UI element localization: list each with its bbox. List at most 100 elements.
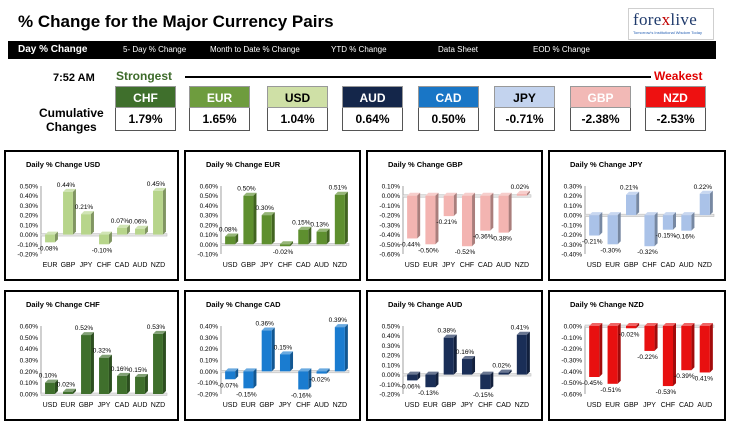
y-tick-label: 0.00% (200, 369, 219, 376)
y-tick-label: -0.20% (379, 392, 400, 399)
page-title: % Change for the Major Currency Pairs (18, 12, 334, 31)
bar-side-face (435, 192, 439, 245)
y-tick-label: 0.00% (20, 232, 39, 239)
currency-tile-usd: USD 1.04% (267, 86, 328, 131)
data-label: 0.39% (329, 317, 348, 324)
bar-side-face (472, 356, 476, 375)
chart-nzd: Daily % Change NZD 0.00% -0.10% -0.20% -0.30… (561, 300, 715, 409)
tab-eod-change[interactable]: EOD % Change (533, 45, 590, 54)
category-label: NZD (515, 262, 529, 269)
bar-side-face (235, 233, 239, 245)
data-label: 0.07% (111, 218, 130, 225)
data-label: 0.52% (75, 325, 94, 332)
category-label: AUD (314, 402, 329, 409)
bar (498, 372, 509, 375)
bar-top-face (607, 323, 621, 326)
bar (681, 215, 692, 231)
bar (243, 371, 254, 389)
y-tick-label: -0.40% (561, 252, 582, 259)
bar (261, 330, 272, 372)
y-tick-label: 0.20% (564, 193, 583, 200)
bar-side-face (636, 323, 640, 329)
tab-month-to-date-change[interactable]: Month to Date % Change (210, 45, 300, 54)
bar (461, 195, 473, 247)
bar (298, 229, 309, 245)
y-tick-label: 0.50% (200, 193, 219, 200)
category-label: EUR (605, 262, 620, 269)
y-tick-label: 0.00% (382, 372, 401, 379)
category-label: AUD (679, 262, 694, 269)
timestamp: 7:52 AM (53, 72, 95, 84)
data-label: -0.38% (491, 236, 512, 243)
bar (334, 327, 345, 372)
bar-top-face (279, 241, 294, 245)
tab-ytd-change[interactable]: YTD % Change (331, 45, 387, 54)
category-label: JPY (98, 402, 111, 409)
data-label: -0.02% (273, 249, 294, 256)
bar-top-face (425, 371, 439, 375)
y-tick-label: -0.20% (197, 392, 218, 399)
bar-side-face (709, 190, 713, 216)
data-label: -0.32% (637, 249, 658, 256)
data-label: 0.08% (219, 227, 238, 234)
bar-side-face (344, 191, 348, 245)
y-tick-label: 0.20% (200, 346, 219, 353)
forexlive-logo[interactable]: forexlive Tomorrow's Institutional Wisdo… (628, 8, 714, 40)
y-tick-label: 0.30% (20, 203, 39, 210)
bar-side-face (271, 212, 275, 245)
category-label: JPY (643, 402, 656, 409)
y-tick-label: -0.10% (561, 335, 582, 342)
strength-divider (185, 76, 651, 78)
category-label: NZD (698, 262, 712, 269)
y-tick-label: -0.10% (197, 380, 218, 387)
chart-cad: Daily % Change CAD 0.40% 0.30% 0.20% 0.10% 0.… (197, 300, 350, 409)
y-tick-label: 0.00% (564, 324, 583, 331)
data-label: -0.52% (455, 249, 476, 256)
bar (626, 326, 637, 329)
y-tick-label: 0.00% (20, 392, 39, 399)
category-label: GBP (61, 262, 76, 269)
bar-top-face (407, 371, 421, 375)
tab-data-sheet[interactable]: Data Sheet (438, 45, 479, 54)
chart-panel-jpy: Daily % Change JPY 0.30% 0.20% 0.10% 0.00% -0… (548, 150, 726, 281)
category-label: CAD (115, 262, 130, 269)
y-tick-label: 0.10% (382, 184, 401, 191)
category-label: CHF (460, 262, 474, 269)
currency-change-value: 0.64% (342, 108, 403, 131)
currency-change-value: -2.53% (645, 108, 706, 131)
bar (626, 194, 637, 216)
category-label: JPY (260, 262, 273, 269)
bar (699, 326, 710, 373)
bar-side-face (617, 323, 621, 384)
bar-top-face (225, 368, 239, 372)
y-tick-label: 0.40% (20, 193, 39, 200)
data-label: -0.07% (218, 382, 239, 389)
bar-side-face (54, 379, 58, 394)
currency-tile-gbp: GBP -2.38% (570, 86, 631, 131)
bar-side-face (636, 191, 640, 216)
currency-change-value: 1.04% (267, 108, 328, 131)
data-label: 0.02% (492, 363, 511, 370)
chart-usd: Daily % Change USD 0.50% 0.40% 0.30% 0.20% 0.… (17, 160, 168, 269)
bar-side-face (308, 368, 312, 390)
bar-top-face (81, 211, 94, 215)
bar (135, 228, 145, 235)
data-label: -0.02% (309, 377, 330, 384)
bar-top-face (45, 379, 58, 383)
tab-5-day-change[interactable]: 5- Day % Change (123, 45, 187, 54)
y-tick-label: 0.30% (200, 213, 219, 220)
category-label: CHF (97, 262, 111, 269)
chart-title: Daily % Change EUR (206, 160, 281, 169)
chart-title: Daily % Change CAD (206, 300, 281, 309)
bar (81, 335, 91, 394)
bar (117, 227, 127, 235)
y-tick-label: -0.10% (561, 222, 582, 229)
currency-code: USD (267, 86, 328, 108)
y-tick-label: 0.40% (382, 333, 401, 340)
chart-jpy: Daily % Change JPY 0.30% 0.20% 0.10% 0.00% -0… (561, 160, 715, 269)
data-label: 0.38% (437, 328, 456, 335)
bar-top-face (480, 192, 494, 196)
bar-side-face (253, 192, 257, 245)
bar (516, 334, 527, 375)
tab-day-change[interactable]: Day % Change (18, 44, 88, 55)
